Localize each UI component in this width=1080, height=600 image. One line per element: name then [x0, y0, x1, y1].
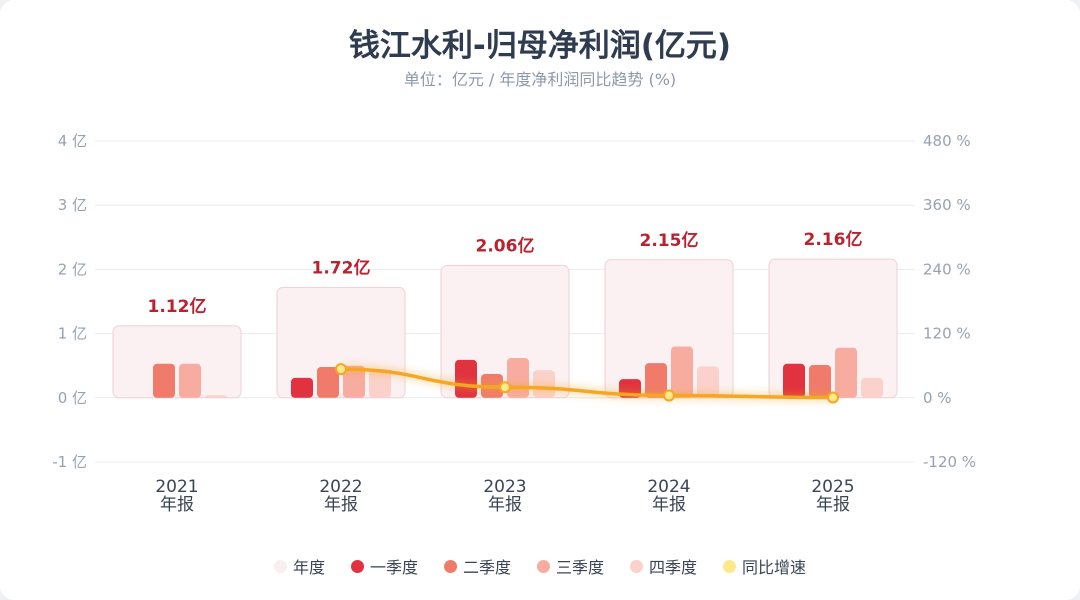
quarter-bar-1	[291, 377, 313, 398]
quarter-bar-3	[343, 365, 365, 398]
x-tick-label: 2021	[155, 477, 198, 497]
quarter-bar-3	[835, 347, 857, 398]
legend-swatch-q4	[630, 559, 644, 573]
legend-swatch-q2	[443, 559, 457, 573]
legend-label: 一季度	[369, 558, 418, 577]
x-tick-sublabel: 年报	[324, 495, 358, 515]
legend-item-annual[interactable]: 年度	[273, 554, 325, 578]
yoy-point	[663, 389, 675, 402]
quarter-bar-2	[645, 363, 667, 398]
y-tick-label-right: 360 %	[923, 196, 971, 214]
y-tick-label-right: 120 %	[923, 325, 971, 343]
legend-item-q2[interactable]: 二季度	[443, 554, 511, 578]
x-tick-sublabel: 年报	[816, 495, 850, 515]
y-tick-label-left: -1 亿	[52, 453, 87, 471]
annual-bars	[112, 258, 898, 399]
y-tick-label-left: 0 亿	[58, 389, 87, 407]
quarter-bar-2	[317, 366, 339, 398]
quarter-bar-3	[671, 346, 693, 398]
yoy-line-glow	[340, 365, 834, 402]
legend-label: 三季度	[556, 558, 605, 577]
yoy-point	[827, 391, 839, 404]
chart-title: 钱江水利-归母净利润(亿元)	[348, 28, 732, 64]
y-tick-label-left: 4 亿	[58, 132, 87, 150]
y-tick-label-right: 240 %	[923, 260, 971, 278]
legend-swatch-yoy	[723, 559, 737, 573]
y-tick-label-left: 1 亿	[58, 325, 87, 343]
legend-label: 同比增速	[742, 558, 807, 577]
x-tick-label: 2024	[647, 477, 690, 497]
y-tick-label-right: -120 %	[923, 453, 976, 471]
y-tick-label-left: 3 亿	[58, 196, 87, 214]
x-tick-label: 2022	[319, 477, 362, 497]
quarter-bar-3	[179, 363, 201, 398]
quarter-bar-4	[861, 377, 883, 398]
legend-item-q4[interactable]: 四季度	[630, 554, 697, 578]
y-tick-label-right: 480 %	[923, 132, 971, 150]
x-tick-sublabel: 年报	[160, 495, 194, 515]
annual-value-label: 2.16亿	[804, 229, 863, 250]
quarter-bar-2	[153, 363, 175, 398]
x-tick-label: 2025	[811, 477, 854, 497]
yoy-point	[499, 381, 511, 394]
legend-item-yoy[interactable]: 同比增速	[723, 554, 806, 578]
annual-bar	[112, 325, 242, 399]
legend-item-q3[interactable]: 三季度	[537, 554, 604, 578]
yoy-line	[339, 367, 835, 400]
legend-item-q1[interactable]: 一季度	[350, 554, 418, 578]
x-tick-label: 2023	[483, 477, 526, 497]
quarter-bar-2	[809, 365, 831, 398]
label-layer: -1 亿 -120 % 0 亿 0 % 1 亿 120 % 2 亿 240 % 3 亿 360 %…	[52, 132, 976, 515]
quarter-bar-1	[783, 363, 805, 398]
quarter-bar-1	[455, 359, 477, 398]
y-tick-label-left: 2 亿	[58, 260, 87, 278]
quarter-bar-4	[205, 395, 227, 398]
annual-value-label: 2.15亿	[640, 230, 699, 251]
x-tick-sublabel: 年报	[488, 495, 522, 515]
legend-swatch-q3	[537, 559, 550, 573]
yoy-line-layer	[335, 363, 839, 404]
legend-label: 四季度	[649, 558, 698, 577]
quarter-bar-3	[507, 357, 529, 398]
annual-value-label: 1.12亿	[148, 296, 207, 317]
x-tick-sublabel: 年报	[652, 495, 686, 515]
quarter-bar-4	[369, 370, 391, 398]
y-tick-label-right: 0 %	[923, 389, 952, 407]
legend: 年度 一季度 二季度 三季度 四季度 同比增速	[0, 554, 1080, 578]
yoy-point	[335, 363, 347, 376]
annual-value-label: 1.72亿	[312, 257, 371, 278]
legend-swatch-annual	[273, 559, 287, 573]
legend-label: 二季度	[462, 558, 511, 577]
chart-subtitle: 单位：亿元 / 年度净利润同比趋势 (%)	[403, 70, 677, 89]
legend-swatch-q1	[350, 559, 364, 573]
annual-value-label: 2.06亿	[476, 236, 535, 257]
legend-label: 年度	[292, 558, 325, 577]
quarter-bar-4	[697, 366, 719, 398]
